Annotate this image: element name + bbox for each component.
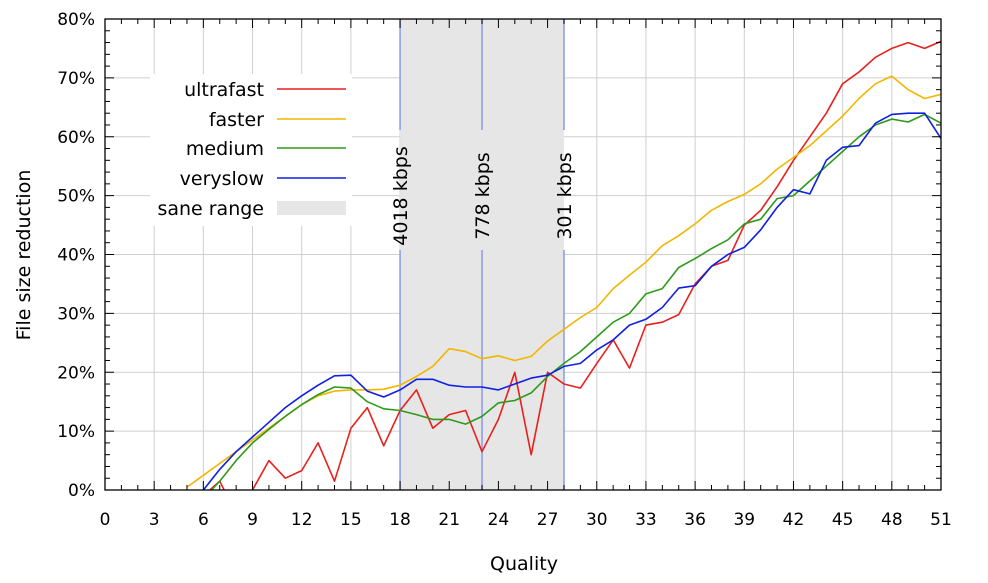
bitrate-label: 778 kbps (472, 152, 494, 239)
x-tick-label: 12 (291, 510, 313, 530)
x-tick-label: 24 (488, 510, 510, 530)
x-tick-label: 45 (832, 510, 854, 530)
legend-label-ultrafast: ultrafast (184, 79, 264, 101)
x-tick-label: 6 (198, 510, 209, 530)
x-tick-label: 15 (340, 510, 362, 530)
y-tick-label: 40% (57, 246, 95, 266)
legend-label-sane-range: sane range (157, 198, 264, 220)
y-tick-label: 20% (57, 363, 95, 383)
y-axis-title: File size reduction (13, 170, 35, 341)
x-axis-title: Quality (490, 553, 558, 575)
series-line-medium (210, 113, 941, 490)
x-tick-label: 21 (438, 510, 460, 530)
bitrate-label: 4018 kbps (390, 146, 412, 245)
x-tick-label: 36 (684, 510, 706, 530)
y-tick-label: 60% (57, 128, 95, 148)
axes: 0 3 6 9 12 15 18 21 24 27 30 33 36 39 42 45 48 510%10%20%… (57, 10, 952, 530)
x-tick-label: 9 (247, 510, 258, 530)
legend: ultrafast faster medium veryslow sane range (150, 74, 352, 226)
y-tick-label: 0% (68, 481, 95, 501)
legend-label-faster: faster (209, 109, 264, 131)
legend-label-medium: medium (186, 138, 264, 160)
y-tick-label: 50% (57, 187, 95, 207)
bitrate-markers: 4018 kbps 778 kbps 301 kbps (390, 19, 576, 490)
series-line-ultrafast (209, 40, 941, 490)
series-line-veryslow (202, 112, 941, 490)
x-tick-label: 27 (537, 510, 559, 530)
x-tick-label: 42 (783, 510, 805, 530)
legend-swatch-sane-range (277, 201, 346, 215)
y-tick-label: 10% (57, 422, 95, 442)
x-tick-label: 51 (930, 510, 952, 530)
y-tick-label: 30% (57, 304, 95, 324)
y-tick-label: 70% (57, 69, 95, 89)
x-tick-label: 33 (635, 510, 657, 530)
x-tick-label: 0 (100, 510, 111, 530)
x-tick-label: 30 (586, 510, 608, 530)
bitrate-label: 301 kbps (554, 152, 576, 239)
series-lines (186, 40, 941, 490)
x-tick-label: 48 (881, 510, 903, 530)
legend-background (150, 74, 352, 226)
x-tick-label: 39 (733, 510, 755, 530)
y-tick-label: 80% (57, 10, 95, 30)
x-tick-label: 3 (149, 510, 160, 530)
legend-label-veryslow: veryslow (180, 168, 264, 190)
x-tick-label: 18 (389, 510, 411, 530)
